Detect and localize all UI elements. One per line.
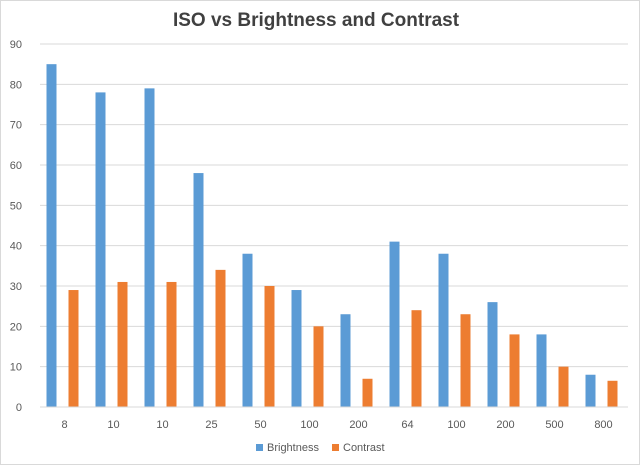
y-tick-label: 10: [10, 362, 22, 374]
x-tick-label: 100: [300, 419, 318, 431]
bar-contrast: [215, 269, 226, 407]
bar-contrast: [460, 314, 471, 407]
bar-brightness: [487, 302, 498, 407]
x-tick-label: 800: [594, 419, 612, 431]
legend-swatch-brightness: [256, 444, 263, 451]
bar-contrast: [362, 378, 373, 407]
x-tick-label: 100: [447, 419, 465, 431]
x-tick-label: 64: [401, 419, 413, 431]
x-tick-label: 25: [205, 419, 217, 431]
y-tick-label: 0: [16, 402, 22, 414]
x-tick-label: 10: [156, 419, 168, 431]
y-tick-label: 60: [10, 160, 22, 172]
bar-contrast: [313, 326, 324, 407]
legend-label-brightness: Brightness: [267, 442, 319, 454]
x-tick-label: 50: [254, 419, 266, 431]
bar-brightness: [438, 253, 449, 407]
bar-contrast: [509, 334, 520, 407]
bar-contrast: [607, 380, 618, 407]
x-tick-label: 10: [107, 419, 119, 431]
bar-brightness: [144, 88, 155, 407]
bar-brightness: [242, 253, 253, 407]
y-tick-label: 70: [10, 120, 22, 132]
y-tick-label: 80: [10, 79, 22, 91]
bar-brightness: [46, 64, 57, 408]
bar-brightness: [291, 290, 302, 407]
bar-brightness: [389, 241, 400, 407]
x-axis-ticks: 8 10 10 25 50 100 200 64 100 200 500 800: [61, 419, 612, 431]
legend-swatch-contrast: [332, 444, 339, 451]
bar-contrast: [166, 281, 177, 407]
bar-brightness: [585, 374, 596, 407]
legend-label-contrast: Contrast: [343, 442, 385, 454]
x-tick-label: 500: [545, 419, 563, 431]
x-tick-label: 8: [61, 419, 67, 431]
bar-brightness: [95, 92, 106, 408]
y-tick-label: 20: [10, 321, 22, 333]
gridlines: [40, 43, 628, 368]
x-tick-label: 200: [496, 419, 514, 431]
bar-contrast: [117, 281, 128, 407]
y-tick-label: 50: [10, 200, 22, 212]
y-tick-label: 90: [10, 39, 22, 51]
bar-contrast: [411, 310, 422, 407]
bars: [46, 64, 618, 408]
chart-title: ISO vs Brightness and Contrast: [173, 10, 460, 31]
y-tick-label: 30: [10, 281, 22, 293]
x-tick-label: 200: [349, 419, 367, 431]
y-tick-label: 40: [10, 241, 22, 253]
legend: Brightness Contrast: [256, 442, 385, 454]
bar-brightness: [340, 314, 351, 407]
bar-brightness: [193, 173, 204, 407]
bar-contrast: [264, 286, 275, 407]
y-axis-ticks: 0 10 20 30 40 50 60 70 80 90: [10, 39, 22, 414]
bar-contrast: [558, 366, 569, 407]
bar-contrast: [68, 290, 79, 407]
bar-brightness: [536, 334, 547, 407]
